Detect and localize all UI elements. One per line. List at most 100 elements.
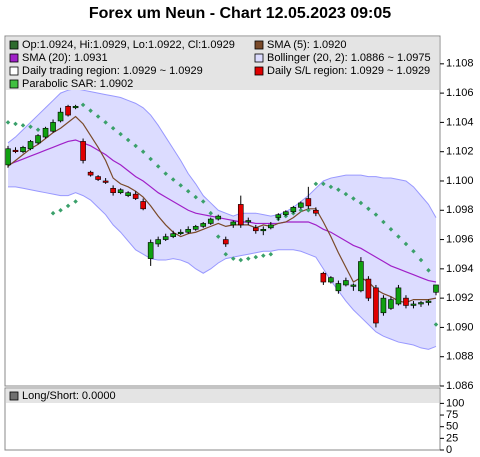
y-tick-label: 1.098 [446, 204, 474, 216]
candle-body [290, 207, 297, 213]
candle-body [373, 287, 379, 324]
candle-body [283, 211, 289, 215]
candle-body [110, 188, 116, 193]
legend-label: Parabolic SAR: 1.0902 [22, 78, 133, 90]
candle-body [350, 284, 357, 287]
candle-body [298, 202, 304, 208]
legend-label: SMA (5): 1.0920 [267, 39, 347, 51]
candle-body [20, 146, 26, 152]
y-tick-label: 0 [446, 444, 452, 456]
candle-body [132, 193, 139, 199]
y-tick-label: 1.088 [446, 351, 474, 363]
y-tick-label: 1.108 [446, 58, 474, 70]
sar-dot [35, 127, 41, 132]
sar-dot [306, 208, 311, 213]
plot-frame [4, 35, 441, 387]
legend-swatch [9, 391, 19, 401]
sar-dot [358, 200, 364, 206]
legend-swatch [9, 66, 19, 76]
sar-dot [253, 254, 259, 260]
y-tick-label: 50 [446, 421, 458, 433]
sar-dot [73, 199, 78, 204]
y-tick-label: 75 [446, 409, 458, 421]
sar-dot [396, 234, 401, 239]
y-tick-label: 1.102 [446, 146, 474, 158]
sar-dot [313, 181, 319, 187]
candle-body [230, 221, 237, 226]
candle-body [365, 278, 372, 299]
sar-dot [118, 131, 123, 137]
candle-body [268, 224, 274, 229]
candle-body [57, 111, 64, 122]
sar-dot [246, 256, 251, 261]
y-tick-label: 1.100 [446, 175, 474, 187]
candle-body [403, 297, 409, 306]
candle-body [185, 229, 192, 233]
legend-swatch [9, 53, 19, 63]
candle-body [27, 141, 34, 150]
sar-dot [65, 203, 71, 209]
candle-body [42, 127, 49, 138]
candle-body [222, 239, 229, 245]
candle-body [192, 226, 199, 230]
sar-dot [381, 219, 386, 225]
sar-dot [366, 206, 371, 212]
y-tick-label: 1.094 [446, 263, 474, 275]
sar-dot [20, 123, 26, 128]
candle-body [117, 189, 124, 193]
candle-body [328, 277, 334, 283]
candle-body [35, 135, 41, 144]
legend-box [6, 37, 439, 90]
legend-swatch [254, 66, 264, 76]
sar-dot [321, 181, 326, 187]
legend-label: Op:1.0924, Hi:1.0929, Lo:1.0922, Cl:1.09… [22, 39, 235, 51]
indicator-line [7, 139, 437, 283]
bollinger-band [8, 88, 436, 350]
y-tick-label: 100 [446, 397, 464, 409]
candle-body [125, 192, 131, 196]
legend-swatch [9, 79, 19, 89]
sar-dot [28, 124, 33, 130]
candle-body [5, 148, 11, 166]
y-tick-label: 1.092 [446, 292, 474, 304]
candle-body [260, 229, 267, 232]
sar-dot [426, 268, 431, 273]
sar-dot [388, 227, 394, 232]
candle-body [395, 287, 402, 305]
candle-body [245, 220, 252, 223]
candle-body [320, 272, 327, 283]
bollinger-lower [8, 186, 437, 350]
candle-body [80, 141, 86, 161]
legend-label: Bollinger (20, 2): 1.0886 ~ 1.0975 [267, 52, 431, 64]
sar-dot [125, 137, 131, 143]
legend-swatch [254, 53, 264, 63]
sar-dot [336, 187, 341, 193]
y-tick-label: 1.106 [446, 87, 474, 99]
candle-body [65, 105, 71, 116]
sar-dot [261, 253, 266, 258]
legend-swatch [9, 40, 19, 50]
y-tick-label: 1.090 [446, 321, 474, 333]
candle-body [410, 303, 417, 306]
sar-dot [95, 114, 101, 119]
candle-body [380, 297, 387, 314]
legend-label: Daily S/L region: 1.0929 ~ 1.0929 [267, 65, 430, 77]
y-tick-label: 1.104 [446, 116, 474, 128]
candle-body [12, 149, 19, 152]
sar-dot [298, 208, 304, 213]
candle-body [50, 122, 56, 132]
candle-body [313, 209, 319, 214]
candle-body [147, 242, 154, 259]
legend-box [6, 389, 439, 403]
candle-body [335, 283, 342, 292]
candle-body [162, 236, 169, 240]
candle-body [72, 105, 79, 109]
candle-body [155, 239, 161, 245]
candle-body [87, 171, 94, 176]
sar-dot [103, 120, 108, 125]
candle-body [177, 231, 184, 234]
chart-title: Forex um Neun - Chart 12.05.2023 09:05 [89, 5, 391, 22]
y-tick-label: 25 [446, 432, 458, 444]
candle-body [237, 204, 244, 226]
